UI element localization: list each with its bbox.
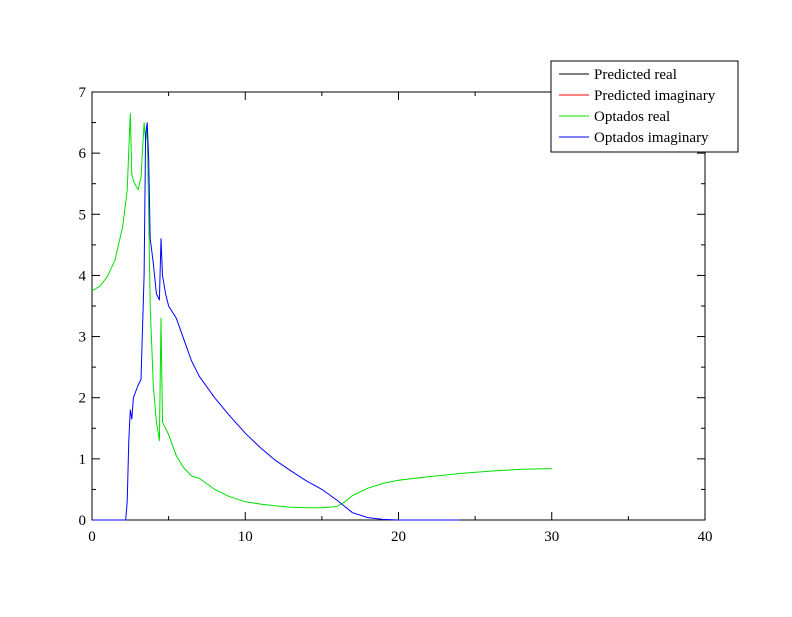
y-tick-label: 3	[79, 330, 87, 346]
ticks-layer: 0 10 20 30 40 0 1 2 3 4 5 6 7	[79, 85, 713, 545]
series-layer	[91, 112, 552, 521]
x-tick-label: 0	[88, 529, 96, 545]
y-tick-label: 6	[79, 146, 87, 162]
y-tick-label: 1	[79, 452, 87, 468]
plot-frame	[91, 91, 706, 521]
y-tick-label: 4	[79, 268, 87, 284]
legend-label: Optados imaginary	[594, 130, 709, 146]
y-tick-label: 2	[79, 391, 87, 407]
x-tick-label: 40	[698, 529, 713, 545]
x-tick-label: 30	[544, 529, 559, 545]
legend-label: Optados real	[594, 109, 670, 125]
y-tick-label: 7	[79, 85, 87, 101]
legend: Predicted real Predicted imaginary Optados…	[550, 60, 739, 153]
series-line-optados-real	[91, 112, 552, 509]
x-tick-label: 20	[391, 529, 406, 545]
legend-label: Predicted imaginary	[594, 88, 716, 104]
y-tick-label: 0	[79, 513, 87, 529]
y-tick-label: 5	[79, 207, 87, 223]
x-tick-label: 10	[238, 529, 253, 545]
series-line-optados-imaginary	[92, 122, 460, 521]
legend-label: Predicted real	[594, 67, 677, 83]
